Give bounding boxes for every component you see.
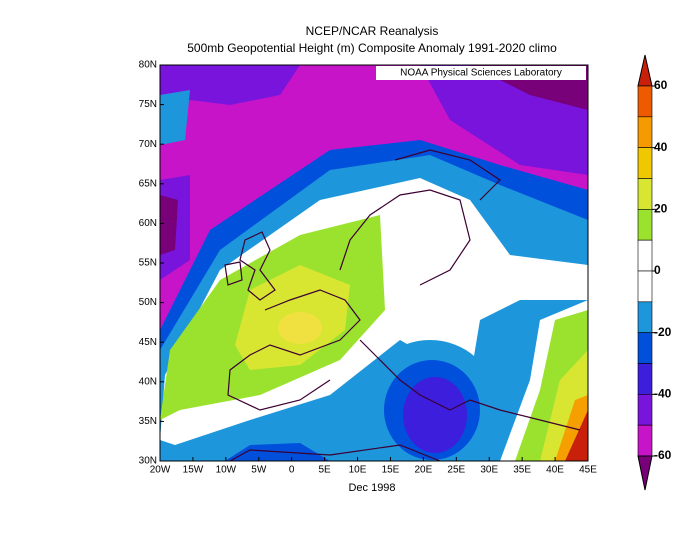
- lat-label: 45N: [139, 337, 157, 348]
- lat-label: 75N: [139, 99, 157, 110]
- lat-label: 55N: [139, 258, 157, 269]
- colorbar-label: 0: [654, 263, 661, 277]
- colorbar-arrow-top: [637, 54, 653, 87]
- lon-label: 20W: [150, 465, 171, 476]
- lon-label: 10W: [216, 465, 237, 476]
- colorbar-bin: [637, 394, 653, 426]
- colorbar-label: -40: [654, 387, 672, 401]
- colorbar-bin: [637, 147, 653, 179]
- date-label: Dec 1998: [348, 482, 395, 494]
- colorbar-bin: [637, 209, 653, 241]
- colorbar-bin: [637, 270, 653, 303]
- lon-label: 5W: [251, 465, 267, 476]
- lon-label: 15W: [183, 465, 204, 476]
- lon-label: 45E: [579, 465, 597, 476]
- lat-label: 70N: [139, 139, 157, 150]
- lon-label: 5E: [318, 465, 331, 476]
- colorbar-bin: [637, 424, 653, 457]
- lat-label: 65N: [139, 178, 157, 189]
- colorbar-label: -60: [654, 448, 672, 462]
- colorbar-bin: [637, 178, 653, 210]
- colorbar-bin: [637, 332, 653, 364]
- colorbar-arrow-bottom: [637, 455, 653, 491]
- lon-label: 10E: [349, 465, 367, 476]
- lon-label: 40E: [546, 465, 564, 476]
- lat-label: 60N: [139, 218, 157, 229]
- colorbar: 60 40 20 0 -20 -40 -60: [637, 54, 672, 491]
- lon-label: 30E: [480, 465, 498, 476]
- lat-label: 30N: [139, 456, 157, 467]
- colorbar-bin: [637, 239, 653, 272]
- colorbar-label: -20: [654, 325, 672, 339]
- credit: NOAA Physical Sciences Laboratory: [400, 68, 562, 79]
- colorbar-bin: [637, 116, 653, 148]
- lon-label: 20E: [414, 465, 432, 476]
- credit-box: [376, 66, 586, 80]
- map-field: [160, 65, 588, 461]
- lat-label: 40N: [139, 376, 157, 387]
- colorbar-label: 40: [654, 140, 668, 154]
- lon-label: 25E: [447, 465, 465, 476]
- lon-label: 0: [289, 465, 295, 476]
- colorbar-bin: [637, 363, 653, 395]
- colorbar-label: 60: [654, 78, 668, 92]
- lat-label: 35N: [139, 416, 157, 427]
- lon-label: 35E: [513, 465, 531, 476]
- lat-label: 80N: [139, 60, 157, 71]
- colorbar-bin: [637, 301, 653, 333]
- colorbar-bin: [637, 85, 653, 118]
- subtitle: 500mb Geopotential Height (m) Composite …: [187, 41, 557, 55]
- title: NCEP/NCAR Reanalysis: [306, 24, 439, 38]
- colorbar-label: 20: [654, 202, 668, 216]
- lon-label: 15E: [382, 465, 400, 476]
- lat-label: 50N: [139, 297, 157, 308]
